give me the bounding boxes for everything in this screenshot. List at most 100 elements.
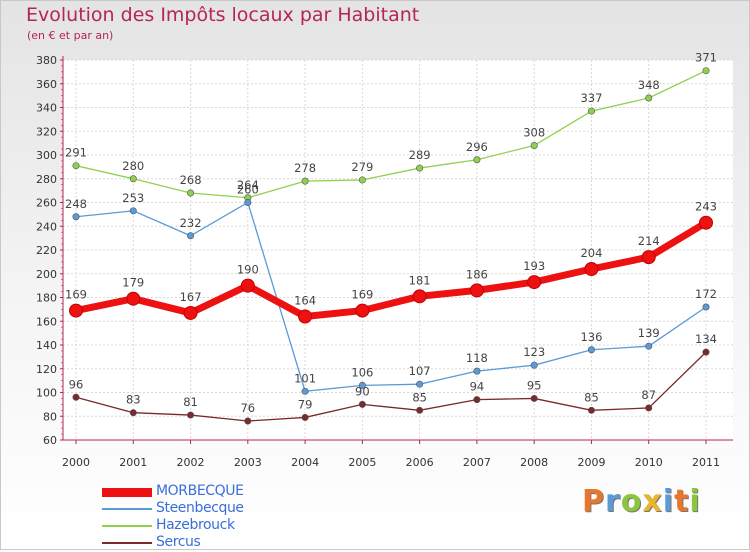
data-point-hazebrouck xyxy=(645,94,653,102)
legend-label: Hazebrouck xyxy=(156,517,235,533)
data-label-steenbecque: 232 xyxy=(180,216,202,230)
data-point-hazebrouck xyxy=(358,176,366,184)
data-label-morbecque: 181 xyxy=(409,273,431,287)
data-point-sercus xyxy=(301,413,309,421)
data-label-steenbecque: 118 xyxy=(466,351,488,365)
logo-letter: P xyxy=(582,484,605,519)
y-tick-label: 320 xyxy=(36,125,57,138)
data-label-sercus: 134 xyxy=(695,332,717,346)
y-tick-label: 140 xyxy=(36,339,57,352)
data-point-morbecque xyxy=(641,250,656,265)
proxiti-logo: Proxiti xyxy=(582,484,701,519)
data-point-sercus xyxy=(702,348,710,356)
data-label-steenbecque: 260 xyxy=(237,183,259,197)
data-label-morbecque: 186 xyxy=(466,267,488,281)
x-tick-label: 2003 xyxy=(234,456,262,469)
x-tick-label: 2000 xyxy=(62,456,90,469)
data-point-steenbecque xyxy=(301,387,309,395)
y-tick-label: 120 xyxy=(36,363,57,376)
y-tick-label: 80 xyxy=(43,410,57,423)
data-label-hazebrouck: 278 xyxy=(294,161,316,175)
data-label-hazebrouck: 280 xyxy=(122,159,144,173)
plot-area xyxy=(63,60,733,440)
y-tick-label: 340 xyxy=(36,102,57,115)
data-label-sercus: 85 xyxy=(584,390,599,404)
data-point-steenbecque xyxy=(473,367,481,375)
data-label-steenbecque: 139 xyxy=(638,326,660,340)
data-point-morbecque xyxy=(699,215,713,230)
data-point-sercus xyxy=(416,406,424,414)
data-label-morbecque: 204 xyxy=(580,246,602,260)
data-label-steenbecque: 123 xyxy=(523,345,545,359)
data-label-morbecque: 169 xyxy=(65,288,87,302)
data-point-sercus xyxy=(129,409,137,417)
x-tick-label: 2009 xyxy=(577,456,605,469)
data-label-sercus: 79 xyxy=(298,397,313,411)
data-label-morbecque: 243 xyxy=(695,200,717,214)
y-tick-label: 380 xyxy=(36,54,57,67)
data-point-sercus xyxy=(72,393,80,401)
data-point-steenbecque xyxy=(587,346,595,354)
data-point-morbecque xyxy=(527,275,542,290)
data-label-morbecque: 179 xyxy=(122,276,144,290)
y-tick-label: 200 xyxy=(36,268,57,281)
logo-letter: t xyxy=(674,484,690,519)
data-label-sercus: 90 xyxy=(355,384,370,398)
data-point-hazebrouck xyxy=(587,107,595,115)
data-point-steenbecque xyxy=(530,361,538,369)
data-label-morbecque: 193 xyxy=(523,259,545,273)
logo-letter: i xyxy=(689,484,701,519)
data-point-hazebrouck xyxy=(187,189,195,197)
data-label-hazebrouck: 279 xyxy=(351,160,373,174)
data-label-sercus: 81 xyxy=(183,395,198,409)
data-point-sercus xyxy=(358,400,366,408)
data-label-hazebrouck: 337 xyxy=(580,91,602,105)
chart-subtitle: (en € et par an) xyxy=(27,29,114,42)
legend-swatch xyxy=(102,508,152,510)
data-point-steenbecque xyxy=(244,199,252,207)
y-tick-label: 180 xyxy=(36,292,57,305)
data-point-steenbecque xyxy=(702,303,710,311)
logo-letter: x xyxy=(642,484,663,519)
legend-label: MORBECQUE xyxy=(156,483,244,499)
data-point-steenbecque xyxy=(416,380,424,388)
series-line-sercus xyxy=(75,351,707,422)
series-line-steenbecque xyxy=(75,201,707,393)
data-label-steenbecque: 106 xyxy=(351,365,373,379)
logo-letter: o xyxy=(620,484,643,519)
y-tick-label: 240 xyxy=(36,220,57,233)
legend-swatch xyxy=(102,542,152,544)
data-label-sercus: 85 xyxy=(412,390,427,404)
data-label-steenbecque: 248 xyxy=(65,197,87,211)
data-point-hazebrouck xyxy=(530,142,538,150)
data-point-sercus xyxy=(530,394,538,402)
legend-swatch xyxy=(102,487,152,497)
data-label-hazebrouck: 289 xyxy=(409,148,431,162)
data-label-morbecque: 167 xyxy=(180,290,202,304)
data-point-sercus xyxy=(587,406,595,414)
data-point-sercus xyxy=(244,417,252,425)
data-point-morbecque xyxy=(69,303,83,318)
data-point-morbecque xyxy=(240,278,255,293)
y-tick-label: 360 xyxy=(36,78,57,91)
data-label-steenbecque: 172 xyxy=(695,287,717,301)
x-tick-label: 2007 xyxy=(463,456,491,469)
y-tick-label: 280 xyxy=(36,173,57,186)
x-tick-label: 2002 xyxy=(177,456,205,469)
data-label-morbecque: 214 xyxy=(638,234,660,248)
series-line-hazebrouck xyxy=(75,70,707,199)
data-point-steenbecque xyxy=(358,381,366,389)
data-point-sercus xyxy=(645,404,653,412)
legend-label: Steenbecque xyxy=(156,500,244,516)
data-label-sercus: 96 xyxy=(69,377,84,391)
chart-title: Evolution des Impôts locaux par Habitant xyxy=(26,4,420,26)
data-label-hazebrouck: 291 xyxy=(65,146,87,160)
y-tick-label: 160 xyxy=(36,315,57,328)
data-point-steenbecque xyxy=(645,342,653,350)
data-label-hazebrouck: 348 xyxy=(638,78,660,92)
data-point-morbecque xyxy=(584,262,599,276)
logo-letter: i xyxy=(662,484,675,519)
data-label-sercus: 94 xyxy=(470,380,485,394)
data-label-morbecque: 169 xyxy=(351,288,373,302)
